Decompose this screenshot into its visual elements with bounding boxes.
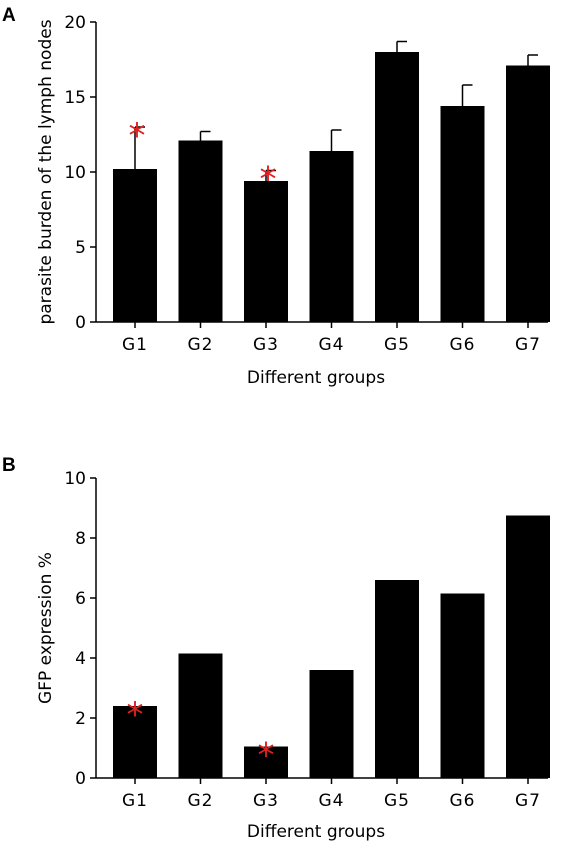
panel-a-x-tick-label: G3 — [253, 335, 279, 355]
panel-b-y-tick-label: 8 — [75, 529, 86, 549]
panel-b-significance-marker: * — [127, 695, 144, 735]
panel-a-bar-g4 — [309, 151, 354, 322]
panel-a-x-tick-label: G2 — [188, 335, 214, 355]
panel-b-x-tick-label: G7 — [515, 791, 541, 811]
panel-a-bar-g7 — [506, 65, 550, 322]
panel-b-x-tick-label: G2 — [188, 791, 214, 811]
panel-a-x-tick-label: G7 — [515, 335, 541, 355]
panel-b-y-tick-label: 4 — [75, 649, 86, 669]
panel-a-bar-g6 — [440, 106, 485, 322]
panel-b-bar-g2 — [178, 653, 223, 778]
panel-b-x-tick-label: G1 — [122, 791, 148, 811]
panel-a-bar-g5 — [375, 52, 419, 322]
panel-b-y-tick-label: 2 — [75, 709, 86, 729]
panel-b-y-tick-label: 10 — [64, 469, 86, 489]
panel-a-y-tick-label: 5 — [75, 238, 86, 258]
panel-a-plot: 0 5 10 15 20 G1 * G2 G3 * G4 G5 G6 G7 — [64, 13, 550, 355]
panel-b-label: B — [2, 455, 16, 476]
panel-b-bar-g7 — [506, 515, 550, 778]
panel-b-significance-marker: * — [258, 736, 275, 776]
panel-b: B GFP expression % Different groups 0 2 4 6… — [2, 455, 550, 842]
panel-a-bar-g3 — [244, 181, 288, 322]
panel-a-y-axis-title: parasite burden of the lymph nodes — [36, 19, 56, 324]
panel-a-y-tick-label: 15 — [64, 88, 86, 108]
panel-a-significance-marker: * — [129, 116, 146, 156]
panel-b-bar-g5 — [375, 580, 419, 778]
panel-a-label: A — [2, 5, 16, 26]
panel-a-bar-g2 — [178, 140, 223, 322]
panel-a-x-tick-label: G4 — [319, 335, 345, 355]
panel-b-bar-g1 — [113, 706, 157, 778]
panel-a-y-tick-label: 0 — [75, 313, 86, 333]
panel-b-y-tick-label: 6 — [75, 589, 86, 609]
panel-a: A parasite burden of the lymph nodes Dif… — [2, 5, 550, 388]
panel-b-x-axis-title: Different groups — [247, 822, 385, 842]
panel-a-bar-g1 — [113, 169, 157, 322]
panel-b-bar-g4 — [309, 670, 354, 778]
panel-a-x-tick-label: G1 — [122, 335, 148, 355]
panel-a-x-axis-title: Different groups — [247, 368, 385, 388]
panel-a-significance-marker: * — [260, 160, 277, 200]
panel-b-bar-g3 — [244, 746, 288, 778]
panel-b-y-axis-title: GFP expression % — [36, 552, 56, 704]
panel-a-y-tick-label: 20 — [64, 13, 86, 33]
panel-a-x-tick-label: G5 — [384, 335, 410, 355]
panel-a-x-tick-label: G6 — [450, 335, 476, 355]
panel-a-y-tick-label: 10 — [64, 163, 86, 183]
panel-b-plot: 0 2 4 6 8 10 G1 * G2 G3 * G4 G5 G6 G7 — [64, 469, 550, 811]
panel-b-y-tick-label: 0 — [75, 769, 86, 789]
panel-b-x-tick-label: G4 — [319, 791, 345, 811]
panel-b-x-tick-label: G5 — [384, 791, 410, 811]
panel-b-x-tick-label: G3 — [253, 791, 279, 811]
panel-b-x-tick-label: G6 — [450, 791, 476, 811]
panel-b-bar-g6 — [440, 593, 485, 778]
